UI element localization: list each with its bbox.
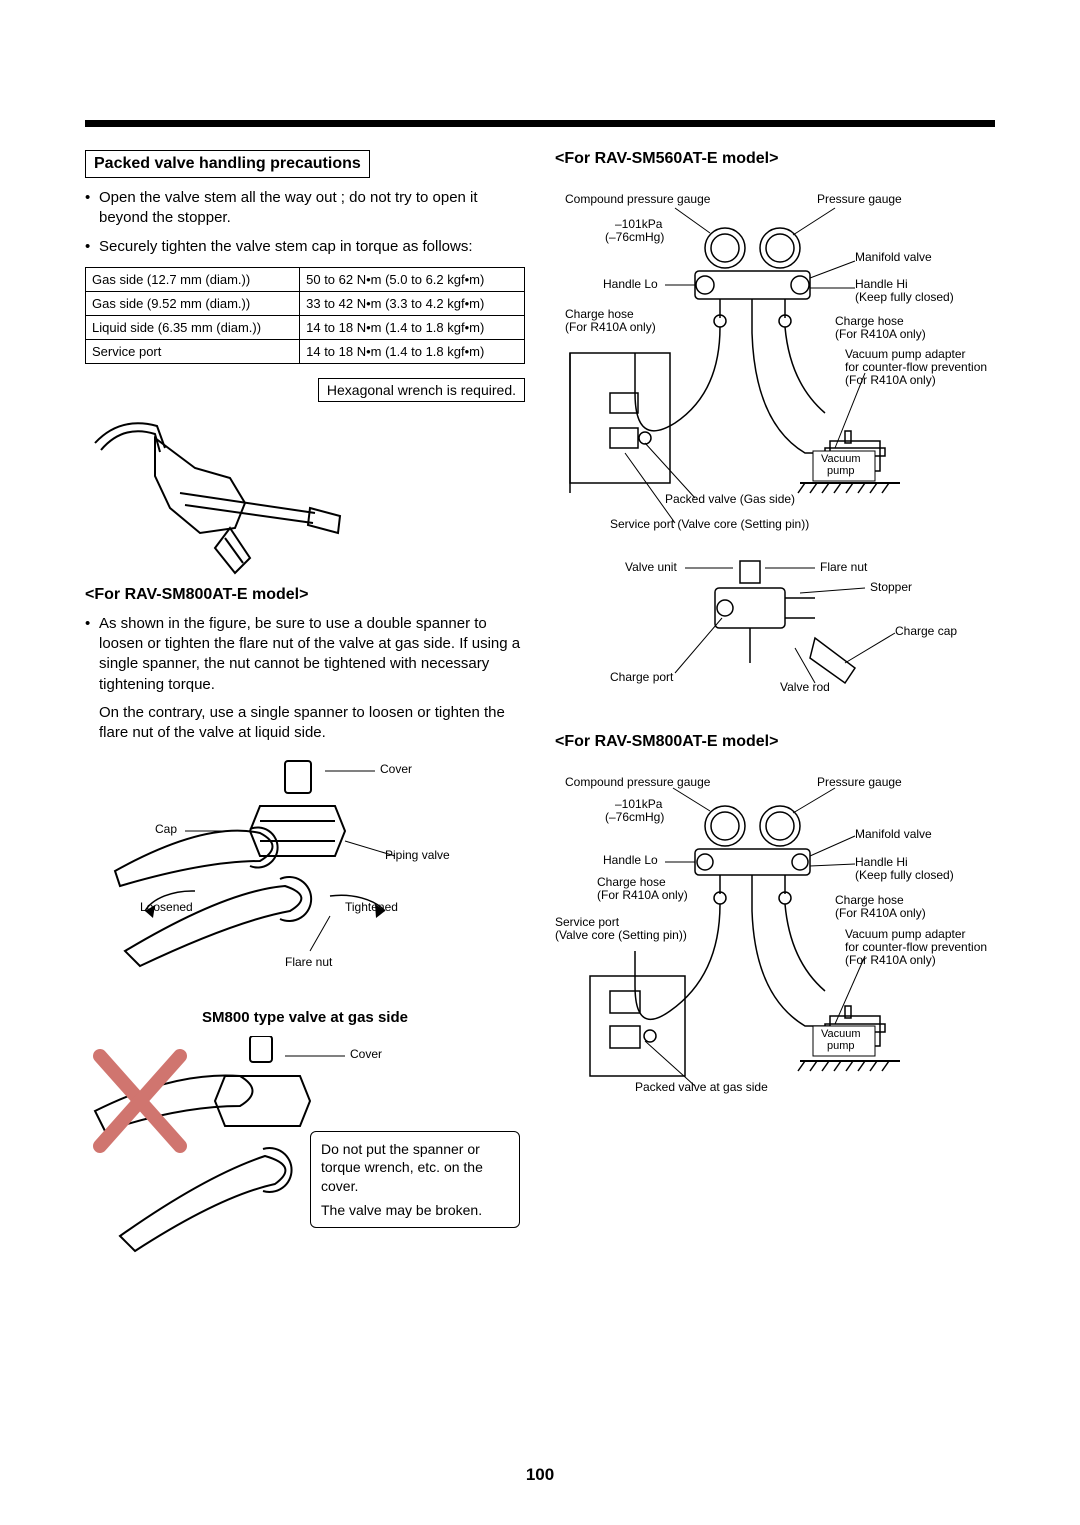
label-pvg: Packed valve (Gas side) [665, 493, 795, 507]
caption-sm800: SM800 type valve at gas side [85, 1009, 525, 1026]
label-piping-valve: Piping valve [385, 849, 450, 863]
label-spb: (Valve core (Setting pin)) [555, 929, 687, 943]
bullet-1: • Open the valve stem all the way out ; … [85, 188, 525, 229]
left-column: Packed valve handling precautions • Open… [85, 150, 525, 1296]
label-ch1b-2: (For R410A only) [597, 889, 688, 903]
label-spv: Service port (Valve core (Setting pin)) [610, 518, 809, 532]
figure-wrong-usage: Cover Do not put the spanner or torque w… [85, 1036, 525, 1296]
hex-wrench-icon [85, 408, 385, 578]
label-cpg-2: Compound pressure gauge [565, 776, 710, 790]
bullet-2-text: Securely tighten the valve stem cap in t… [99, 237, 473, 257]
heading-packed-valve: Packed valve handling precautions [85, 150, 370, 178]
label-cover: Cover [380, 763, 412, 777]
label-vp-2: Vacuum [821, 1028, 861, 1041]
label-cap: Cap [155, 823, 177, 837]
label-hlo-2: Handle Lo [603, 854, 658, 868]
label-loosened: Loosened [140, 901, 193, 915]
label-pg-2: Pressure gauge [817, 776, 902, 790]
right-column: <For RAV-SM560AT-E model> [555, 150, 995, 1296]
label-stopper: Stopper [870, 581, 912, 595]
label-flare-nut: Flare nut [285, 956, 332, 970]
torque-table: Gas side (12.7 mm (diam.))50 to 62 N•m (… [85, 267, 525, 364]
label-cover-2: Cover [350, 1048, 382, 1062]
figure-valve-detail: Valve unit Flare nut Stopper Charge cap … [555, 553, 995, 713]
label-charge-cap: Charge cap [895, 625, 957, 639]
label-ch2b-2: (For R410A only) [835, 907, 926, 921]
warning-box: Do not put the spanner or torque wrench,… [310, 1131, 520, 1228]
warning-line-2: The valve may be broken. [321, 1201, 509, 1219]
figure-hex-wrench [85, 408, 525, 578]
label-vpa3-2: (For R410A only) [845, 954, 936, 968]
label-mv: Manifold valve [855, 251, 932, 265]
table-row: Liquid side (6.35 mm (diam.))14 to 18 N•… [86, 315, 525, 339]
label-pg: Pressure gauge [817, 193, 902, 207]
label-valve-unit: Valve unit [625, 561, 677, 575]
label-cpg: Compound pressure gauge [565, 193, 710, 207]
figure-double-spanner: Cover Cap Piping valve Loosened Tightene… [85, 751, 525, 1001]
label-cmhg-2: (–76cmHg) [605, 811, 664, 825]
para-contrary: On the contrary, use a single spanner to… [99, 703, 525, 744]
label-vp2-2: pump [827, 1040, 855, 1053]
label-vp: Vacuum [821, 453, 861, 466]
figure-manifold-sm560: Compound pressure gauge Pressure gauge –… [555, 193, 995, 553]
label-pvg-2: Packed valve at gas side [635, 1081, 768, 1095]
table-row: Gas side (9.52 mm (diam.))33 to 42 N•m (… [86, 291, 525, 315]
heading-sm800-left: <For RAV-SM800AT-E model> [85, 586, 525, 604]
table-row: Service port14 to 18 N•m (1.4 to 1.8 kgf… [86, 339, 525, 363]
label-vp2: pump [827, 465, 855, 478]
bullet-3: • As shown in the figure, be sure to use… [85, 614, 525, 695]
label-valve-rod: Valve rod [780, 681, 830, 695]
label-ch1b: (For R410A only) [565, 321, 656, 335]
bullet-1-text: Open the valve stem all the way out ; do… [99, 188, 525, 229]
header-rule [85, 120, 995, 127]
page-number: 100 [0, 1465, 1080, 1485]
label-mv-2: Manifold valve [855, 828, 932, 842]
label-keep-2: (Keep fully closed) [855, 869, 954, 883]
label-ch2b: (For R410A only) [835, 328, 926, 342]
label-hlo: Handle Lo [603, 278, 658, 292]
label-keep: (Keep fully closed) [855, 291, 954, 305]
heading-sm560: <For RAV-SM560AT-E model> [555, 150, 995, 168]
table-row: Gas side (12.7 mm (diam.))50 to 62 N•m (… [86, 267, 525, 291]
bullet-3-text: As shown in the figure, be sure to use a… [99, 614, 525, 695]
label-tightened: Tightened [345, 901, 398, 915]
label-vpa3: (For R410A only) [845, 374, 936, 388]
label-flare-nut-2: Flare nut [820, 561, 867, 575]
heading-sm800-right: <For RAV-SM800AT-E model> [555, 733, 995, 751]
figure-manifold-sm800: Compound pressure gauge Pressure gauge –… [555, 776, 995, 1126]
hex-wrench-note: Hexagonal wrench is required. [318, 378, 525, 402]
warning-line-1: Do not put the spanner or torque wrench,… [321, 1140, 509, 1195]
label-charge-port: Charge port [610, 671, 673, 685]
label-cmhg: (–76cmHg) [605, 231, 664, 245]
bullet-2: • Securely tighten the valve stem cap in… [85, 237, 525, 257]
